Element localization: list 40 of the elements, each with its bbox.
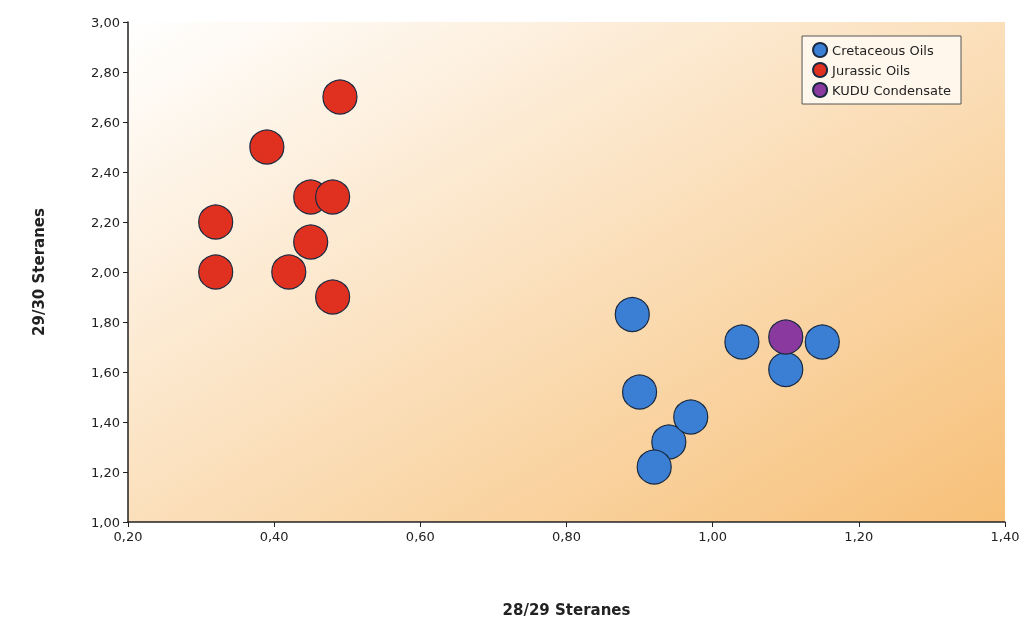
point	[622, 374, 658, 410]
point	[673, 399, 709, 435]
point	[322, 79, 358, 115]
legend-label: KUDU Condensate	[832, 82, 952, 98]
y-tick-label: 2,40	[91, 164, 120, 180]
x-tick-label: 1,20	[844, 529, 874, 544]
point	[636, 449, 672, 485]
point	[198, 254, 234, 290]
point	[724, 324, 760, 360]
y-tick-label: 2,00	[91, 264, 120, 280]
point	[804, 324, 840, 360]
y-tick-label: 1,40	[91, 414, 120, 430]
x-tick-label: 0,60	[405, 529, 435, 544]
y-tick-label: 3,00	[91, 14, 120, 30]
x-tick-label: 0,80	[552, 529, 581, 544]
point	[293, 224, 329, 260]
x-tick-label: 0,40	[259, 529, 289, 544]
y-tick-label: 1,00	[91, 514, 120, 530]
point	[768, 351, 804, 388]
y-tick-label: 2,20	[91, 214, 120, 230]
legend-label: Cretaceous Oils	[832, 42, 934, 58]
point	[614, 296, 650, 333]
y-axis-title: 29/30 Steranes	[29, 207, 48, 336]
x-tick-label: 0,20	[113, 529, 143, 544]
x-tick-label: 1,00	[698, 529, 728, 544]
y-tick-label: 2,60	[91, 114, 120, 130]
x-axis-title: 28/29 Steranes	[502, 600, 631, 619]
legend-label: Jurassic Oils	[831, 62, 911, 78]
y-tick-label: 1,60	[91, 364, 120, 380]
x-tick-label: 1,40	[990, 529, 1020, 544]
point	[315, 179, 351, 215]
y-tick-label: 2,80	[91, 64, 120, 80]
y-tick-label: 1,20	[91, 464, 120, 480]
point	[651, 424, 687, 460]
point	[315, 279, 351, 315]
point	[768, 319, 804, 355]
point	[198, 204, 234, 240]
point	[249, 129, 285, 165]
point	[271, 254, 307, 290]
y-tick-label: 1,80	[91, 314, 120, 330]
